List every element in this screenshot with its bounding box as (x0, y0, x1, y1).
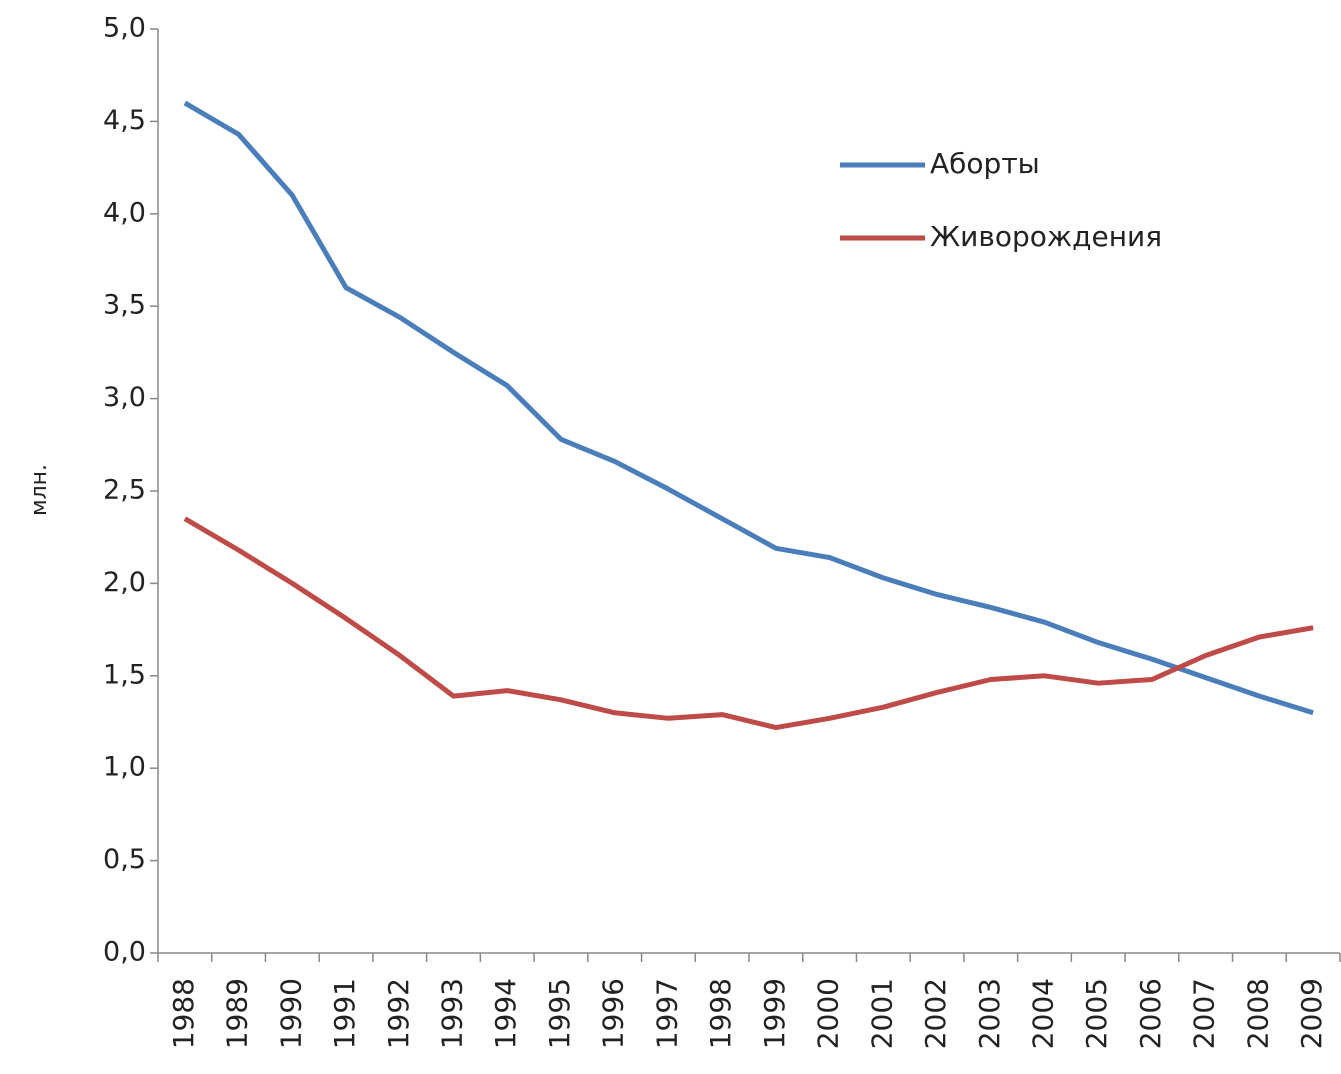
series-line (183, 516, 1314, 731)
y-tick-label: 2,0 (103, 567, 146, 598)
x-tick-label: 1992 (382, 978, 415, 1049)
x-tick-label: 1988 (167, 978, 200, 1049)
x-tick-label: 2009 (1295, 978, 1328, 1049)
x-tick-label: 1994 (489, 978, 522, 1049)
x-tick-label: 2004 (1027, 978, 1060, 1049)
y-tick-label: 1,5 (103, 659, 146, 690)
y-tick-label: 0,5 (103, 844, 146, 875)
y-tick-label: 2,5 (103, 475, 146, 506)
x-tick-label: 2000 (812, 978, 845, 1049)
x-tick-label: 1990 (274, 978, 307, 1049)
x-tick-label: 1995 (543, 978, 576, 1049)
x-tick-label: 1991 (328, 978, 361, 1049)
y-tick-label: 4,5 (103, 105, 146, 136)
x-tick-label: 2005 (1080, 978, 1113, 1049)
x-tick-label: 1998 (704, 978, 737, 1049)
y-axis-label: млн. (27, 464, 52, 516)
x-tick-label: 2001 (865, 978, 898, 1049)
x-tick-label: 2008 (1241, 978, 1274, 1049)
series-line (183, 100, 1314, 716)
y-tick-label: 3,0 (103, 382, 146, 413)
x-tick-label: 1989 (221, 978, 254, 1049)
x-tick-label: 2003 (973, 978, 1006, 1049)
legend-label: Живорождения (930, 220, 1162, 253)
x-tick-label: 2006 (1134, 978, 1167, 1049)
x-tick-label: 1999 (758, 978, 791, 1049)
x-tick-label: 1996 (597, 978, 630, 1049)
y-tick-label: 1,0 (103, 752, 146, 783)
x-tick-label: 1997 (650, 978, 683, 1049)
y-tick-label: 5,0 (103, 13, 146, 44)
x-tick-label: 1993 (436, 978, 469, 1049)
y-tick-label: 0,0 (103, 937, 146, 968)
y-tick-label: 3,5 (103, 290, 146, 321)
legend-label: Аборты (930, 147, 1040, 180)
x-tick-label: 2007 (1188, 978, 1221, 1049)
y-tick-label: 4,0 (103, 197, 146, 228)
x-tick-label: 2002 (919, 978, 952, 1049)
